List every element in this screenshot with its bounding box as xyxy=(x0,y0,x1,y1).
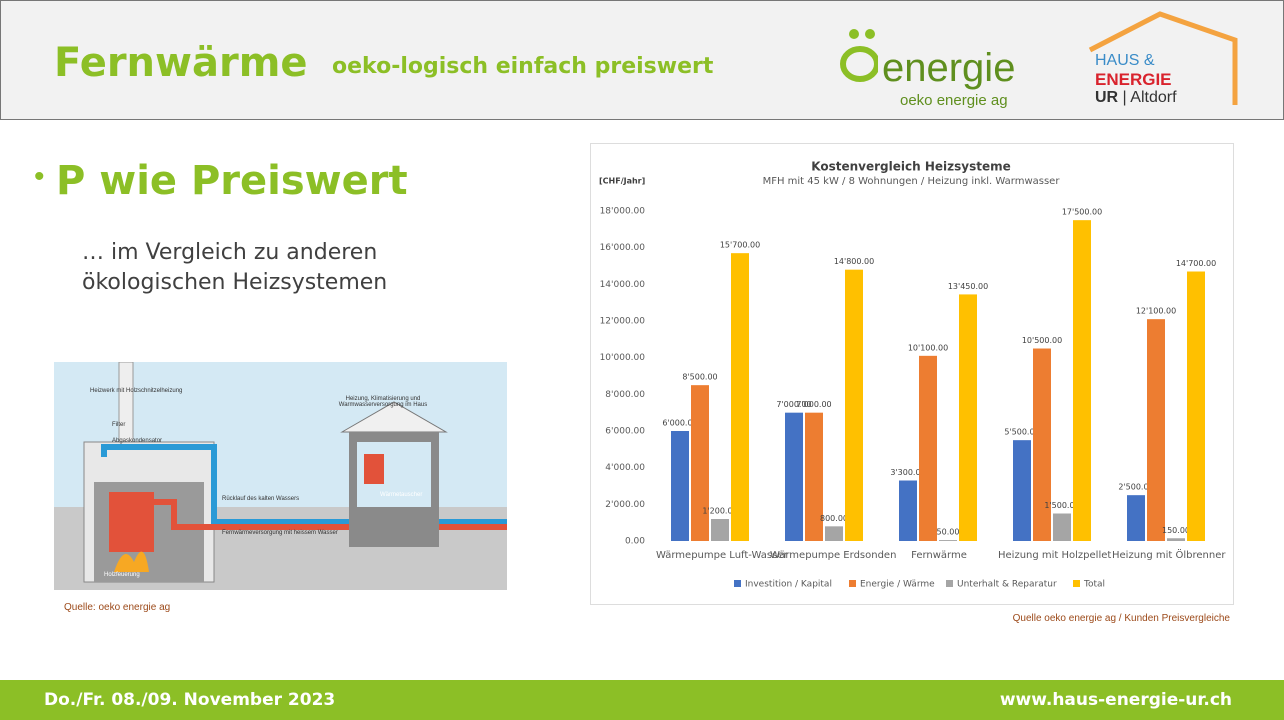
value-label: 6'000.00 xyxy=(662,419,697,428)
chart-title: Kostenvergleich Heizsysteme xyxy=(811,160,1010,174)
legend-label: Energie / Wärme xyxy=(860,580,935,590)
y-tick-label: 14'000.00 xyxy=(600,280,646,290)
illustration-label: Heizung, Klimatisierung und Warmwasserve… xyxy=(338,396,428,408)
illustration-source: Quelle: oeko energie ag xyxy=(64,602,171,613)
bar xyxy=(711,519,729,541)
value-label: 5'500.00 xyxy=(1004,428,1039,437)
x-tick-label: Fernwärme xyxy=(911,550,967,561)
body-text: … im Vergleich zu anderen xyxy=(82,240,378,265)
legend-label: Total xyxy=(1083,580,1105,590)
x-tick-label: Wärmepumpe Erdsonden xyxy=(770,550,897,561)
value-label: 14'700.00 xyxy=(1176,259,1216,268)
value-label: 1'200.00 xyxy=(702,507,737,516)
legend-swatch xyxy=(734,580,741,587)
y-tick-label: 16'000.00 xyxy=(600,243,646,253)
illustration-label: Rücklauf des kalten Wassers xyxy=(222,496,300,502)
legend-swatch xyxy=(849,580,856,587)
illustration-label: Filter xyxy=(112,422,126,428)
chart-source: Quelle oeko energie ag / Kunden Preisver… xyxy=(1012,613,1230,624)
illustration-label: Holzfeuerung xyxy=(104,572,140,578)
illustration-label: Fernwärmeversorgung mit heissem Wasser xyxy=(222,530,338,536)
bar xyxy=(1073,220,1091,541)
bar xyxy=(919,355,937,541)
logo2-line2: ENERGIE xyxy=(1095,70,1172,89)
bar xyxy=(785,412,803,541)
y-tick-label: 12'000.00 xyxy=(600,317,646,327)
logo2-ur: UR xyxy=(1095,89,1119,106)
logo2-line1: HAUS & xyxy=(1095,52,1155,69)
body-text: ökologischen Heizsystemen xyxy=(82,270,388,295)
bar xyxy=(959,294,977,541)
value-label: 17'500.00 xyxy=(1062,208,1102,217)
y-tick-label: 4'000.00 xyxy=(605,463,645,473)
heading: P wie Preiswert xyxy=(56,158,408,204)
footer-band xyxy=(0,680,1284,720)
value-label: 150.00 xyxy=(1162,526,1190,535)
y-axis-label: [CHF/Jahr] xyxy=(599,177,645,186)
legend-swatch xyxy=(1073,580,1080,587)
value-label: 800.00 xyxy=(820,514,848,523)
x-tick-label: Heizung mit Holzpellet xyxy=(998,550,1112,561)
logo2-altdorf: Altdorf xyxy=(1130,89,1177,106)
legend-label: Investition / Kapital xyxy=(745,580,832,590)
bar xyxy=(1013,440,1031,541)
illustration-label: Heizwerk mit Holzschnitzelheizung xyxy=(90,388,183,394)
value-label: 3'300.00 xyxy=(890,468,925,477)
value-label: 1'500.00 xyxy=(1044,501,1079,510)
value-label: 8'500.00 xyxy=(682,373,717,382)
slide-subtitle: oeko-logisch einfach preiswert xyxy=(332,54,714,79)
value-label: 12'100.00 xyxy=(1136,307,1176,316)
footer-date: Do./Fr. 08./09. November 2023 xyxy=(44,690,336,710)
value-label: 10'500.00 xyxy=(1022,336,1062,345)
y-tick-label: 0.00 xyxy=(625,537,645,547)
logo2-line3: UR | Altdorf xyxy=(1095,89,1177,106)
y-tick-label: 2'000.00 xyxy=(605,500,645,510)
bullet: • xyxy=(34,160,45,193)
x-tick-label: Heizung mit Ölbrenner xyxy=(1112,550,1226,561)
bar xyxy=(691,385,709,541)
illustration-label: Wärmetauscher xyxy=(380,492,423,498)
legend-label: Unterhalt & Reparatur xyxy=(957,580,1057,590)
bar xyxy=(671,431,689,541)
value-label: 10'100.00 xyxy=(908,343,948,352)
bar xyxy=(939,540,957,541)
chart-subtitle: MFH mit 45 kW / 8 Wohnungen / Heizung in… xyxy=(763,176,1061,187)
value-label: 50.00 xyxy=(937,528,960,537)
bar xyxy=(1033,348,1051,541)
logo-icon xyxy=(840,29,878,82)
y-tick-label: 8'000.00 xyxy=(605,390,645,400)
value-label: 15'700.00 xyxy=(720,241,760,250)
bar xyxy=(731,253,749,541)
logo-tagline: oeko energie ag xyxy=(900,92,1008,109)
chart-frame: Kostenvergleich Heizsysteme MFH mit 45 k… xyxy=(590,143,1234,605)
legend-swatch xyxy=(946,580,953,587)
header-band xyxy=(0,0,1284,120)
footer-url: www.haus-energie-ur.ch xyxy=(999,690,1232,710)
y-tick-label: 18'000.00 xyxy=(600,207,646,217)
logo-name: energie xyxy=(882,46,1016,90)
bar xyxy=(805,412,823,541)
house-roof xyxy=(1088,11,1238,105)
value-label: 7'000.00 xyxy=(776,400,811,409)
illustration xyxy=(54,362,507,590)
bar xyxy=(845,269,863,541)
bar xyxy=(1187,271,1205,541)
value-label: 14'800.00 xyxy=(834,257,874,266)
bar xyxy=(1147,319,1165,541)
value-label: 2'500.00 xyxy=(1118,483,1153,492)
y-tick-label: 10'000.00 xyxy=(600,353,646,363)
chart: Kostenvergleich Heizsysteme MFH mit 45 k… xyxy=(599,160,1216,590)
value-label: 7'000.00 xyxy=(796,400,831,409)
illustration-label: Abgaskondensator xyxy=(112,438,163,444)
bar xyxy=(1127,495,1145,541)
bar xyxy=(1167,538,1185,541)
y-tick-label: 6'000.00 xyxy=(605,427,645,437)
value-label: 13'450.00 xyxy=(948,282,988,291)
bar xyxy=(899,480,917,541)
bar xyxy=(1053,513,1071,541)
bar xyxy=(825,526,843,541)
slide-title: Fernwärme xyxy=(54,40,308,86)
x-tick-label: Wärmepumpe Luft-Wasser xyxy=(656,550,788,561)
